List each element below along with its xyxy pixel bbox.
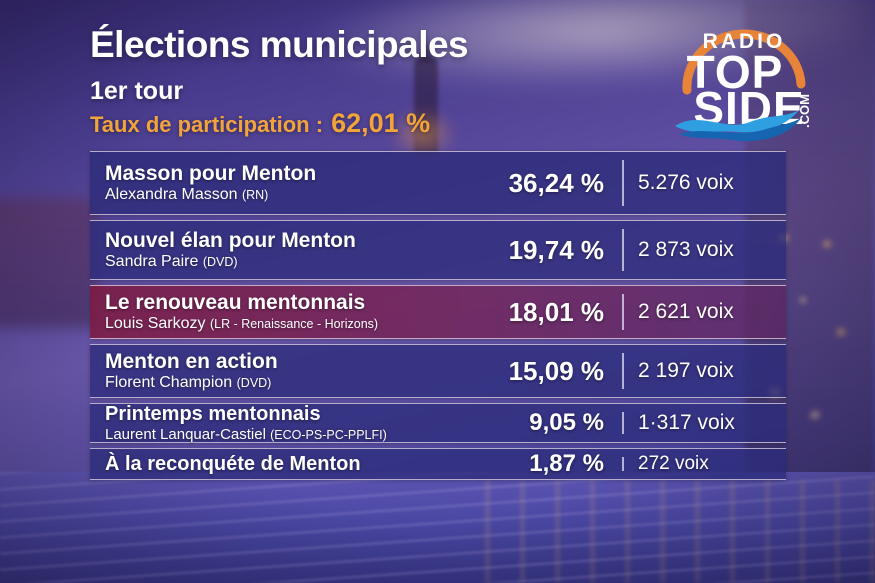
divider bbox=[622, 457, 624, 471]
percent-value: 15,09 % bbox=[508, 355, 604, 386]
list-name: Menton en action bbox=[105, 350, 278, 374]
divider bbox=[622, 160, 624, 206]
percent-value: 9,05 % bbox=[529, 409, 604, 436]
background-bell-tower-spire bbox=[418, 40, 434, 62]
party-label: (DVD) bbox=[236, 375, 272, 390]
party-label: (RN) bbox=[241, 187, 269, 202]
votes-value: 2 621 voix bbox=[638, 300, 734, 323]
list-name: À la reconquéte de Menton bbox=[105, 452, 361, 475]
candidate-line: Alexandra Masson (RN) bbox=[105, 186, 472, 204]
candidate-name: Alexandra Masson bbox=[105, 185, 238, 203]
background-light-reflections bbox=[455, 480, 875, 583]
percent-value: 18,01 % bbox=[508, 296, 604, 327]
party-label: (ECO-PS-PC-PPLFI) bbox=[270, 427, 387, 442]
votes-value: 1·317 voix bbox=[638, 411, 735, 434]
participation-label: Taux de participation : bbox=[90, 112, 324, 137]
table-row: Nouvel élan pour Menton Sandra Paire (DV… bbox=[90, 220, 786, 280]
votes-value: 2 197 voix bbox=[638, 359, 734, 382]
logo-top-text: TOP bbox=[687, 46, 784, 98]
party-label: (DVD) bbox=[202, 254, 238, 269]
round-subtitle: 1er tour bbox=[90, 77, 184, 105]
candidate-line: Florent Champion (DVD) bbox=[105, 374, 472, 392]
background-sea-waves bbox=[0, 472, 875, 583]
party-label: (LR - Renaissance - Horizons) bbox=[209, 316, 379, 331]
candidate-name: Laurent Lanquar-Castiel bbox=[105, 425, 266, 443]
page-title: Élections municipales bbox=[90, 24, 469, 65]
table-row: Menton en action Florent Champion (DVD) … bbox=[90, 344, 786, 398]
row-candidate-block: Le renouveau mentonnais Louis Sarkozy (L… bbox=[105, 291, 472, 333]
list-name: Printemps mentonnais bbox=[105, 403, 321, 426]
row-candidate-block: Masson pour Menton Alexandra Masson (RN) bbox=[105, 162, 472, 204]
row-candidate-block: Printemps mentonnais Laurent Lanquar-Cas… bbox=[105, 403, 472, 443]
logo-wave-dark-icon bbox=[679, 118, 801, 142]
results-table: Masson pour Menton Alexandra Masson (RN)… bbox=[90, 151, 786, 480]
row-candidate-block: Menton en action Florent Champion (DVD) bbox=[105, 350, 472, 392]
divider bbox=[622, 353, 624, 389]
background-sea bbox=[0, 472, 875, 583]
candidate-name: Sandra Paire bbox=[105, 252, 199, 270]
row-candidate-block: À la reconquéte de Menton bbox=[105, 453, 472, 475]
logo-radio-text: RADIO bbox=[703, 30, 786, 53]
percent-value: 36,24 % bbox=[508, 167, 604, 198]
votes-value: 5.276 voix bbox=[638, 171, 734, 194]
candidate-name: Louis Sarkozy bbox=[105, 314, 206, 332]
percent-value: 1,87 % bbox=[529, 450, 604, 477]
votes-value: 272 voix bbox=[638, 453, 709, 474]
list-name: Masson pour Menton bbox=[105, 162, 317, 186]
table-row: Masson pour Menton Alexandra Masson (RN)… bbox=[90, 151, 786, 215]
list-name: Le renouveau mentonnais bbox=[105, 291, 366, 315]
candidate-line: Louis Sarkozy (LR - Renaissance - Horizo… bbox=[105, 315, 472, 333]
table-row-highlighted: Le renouveau mentonnais Louis Sarkozy (L… bbox=[90, 285, 786, 339]
table-row: À la reconquéte de Menton 1,87 % 272 voi… bbox=[90, 448, 786, 480]
logo-com-text: .COM bbox=[797, 94, 812, 128]
row-candidate-block: Nouvel élan pour Menton Sandra Paire (DV… bbox=[105, 229, 472, 271]
divider bbox=[622, 294, 624, 330]
participation-line: Taux de participation : 62,01 % bbox=[90, 108, 430, 139]
percent-value: 19,74 % bbox=[508, 234, 604, 265]
candidate-line: Laurent Lanquar-Castiel (ECO-PS-PC-PPLFI… bbox=[105, 426, 472, 443]
radio-topside-logo: RADIO TOP SIDE .COM bbox=[675, 29, 812, 142]
divider bbox=[622, 412, 624, 434]
participation-value: 62,01 % bbox=[331, 108, 431, 138]
list-name: Nouvel élan pour Menton bbox=[105, 229, 356, 253]
logo-arc-icon bbox=[682, 29, 806, 95]
candidate-name: Florent Champion bbox=[105, 373, 233, 391]
divider bbox=[622, 229, 624, 271]
logo-wave-icon bbox=[675, 110, 799, 133]
table-row: Printemps mentonnais Laurent Lanquar-Cas… bbox=[90, 403, 786, 443]
background-buildings-left bbox=[0, 198, 96, 328]
votes-value: 2 873 voix bbox=[638, 238, 734, 261]
candidate-line: Sandra Paire (DVD) bbox=[105, 253, 472, 271]
